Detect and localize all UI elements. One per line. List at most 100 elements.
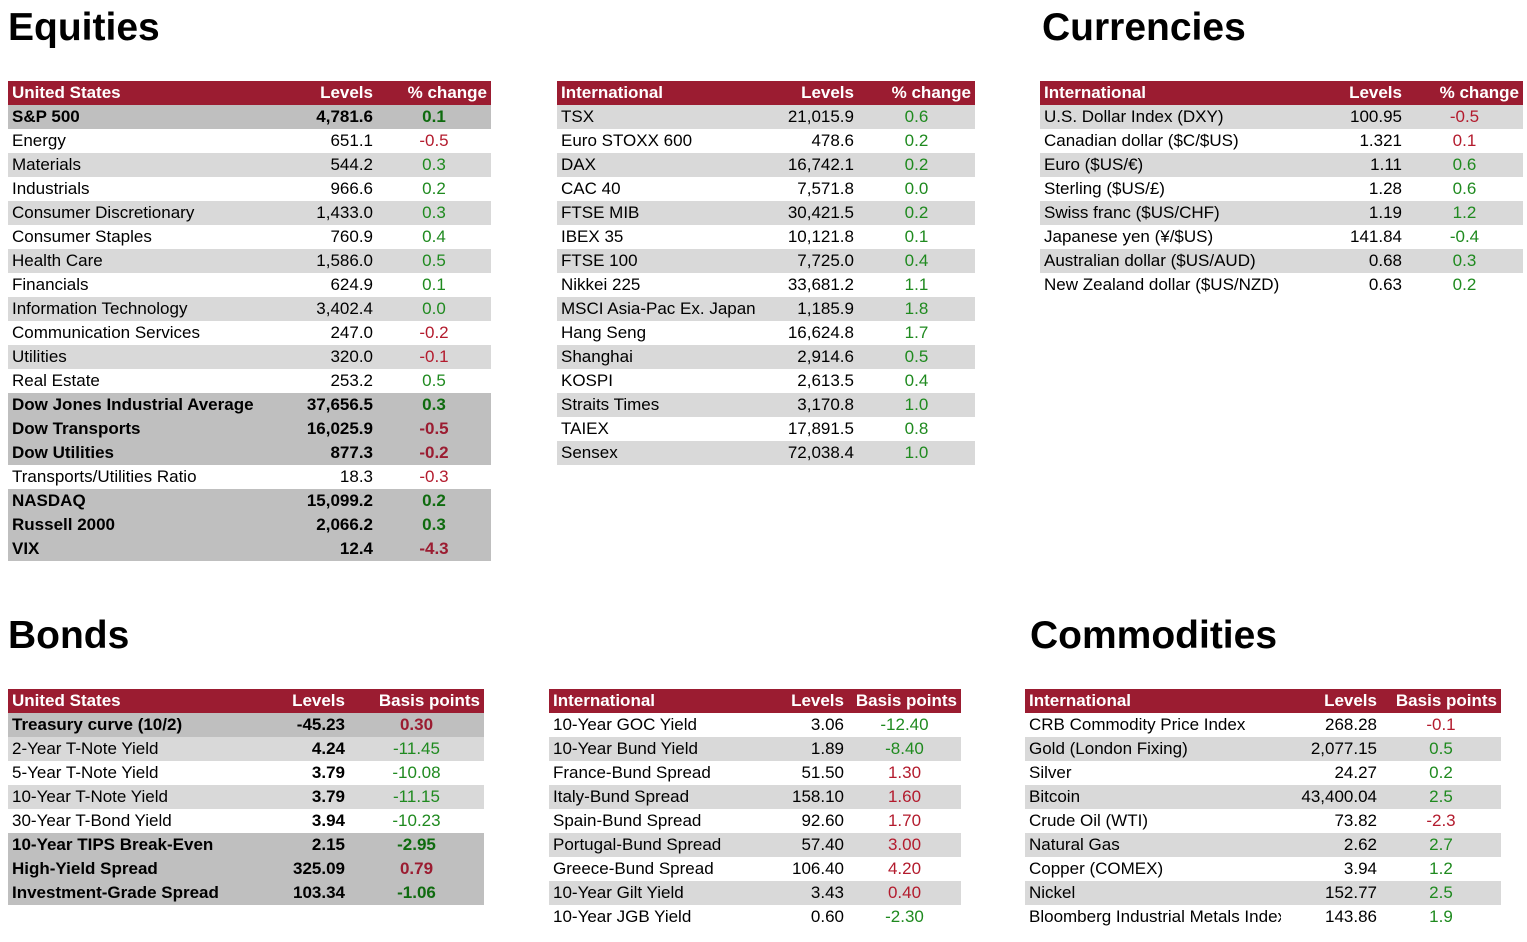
- table-row: 10-Year JGB Yield 0.60 -2.30: [549, 905, 961, 929]
- table-row: Consumer Discretionary 1,433.0 0.3: [8, 201, 491, 225]
- row-change: 0.3: [377, 153, 491, 177]
- row-level: 100.95: [1308, 105, 1406, 129]
- row-name: Transports/Utilities Ratio: [12, 467, 197, 486]
- table-row: Information Technology 3,402.4 0.0: [8, 297, 491, 321]
- row-change: 0.3: [377, 513, 491, 537]
- row-name: 10-Year JGB Yield: [553, 907, 692, 926]
- row-level: 320.0: [290, 345, 377, 369]
- row-change: -11.45: [349, 737, 484, 761]
- table-row: Crude Oil (WTI) 73.82 -2.3: [1025, 809, 1501, 833]
- row-level: 18.3: [339, 467, 373, 486]
- row-level: 3,402.4: [290, 297, 377, 321]
- table-row: Health Care 1,586.0 0.5: [8, 249, 491, 273]
- row-change: -10.08: [392, 763, 441, 782]
- row-level: 2,613.5: [797, 371, 854, 390]
- column-header-name: United States: [8, 81, 290, 105]
- row-name: Industrials: [12, 179, 90, 198]
- row-level: 2,914.6: [767, 345, 858, 369]
- row-name: Nickel: [1025, 881, 1281, 905]
- table-row: Japanese yen (¥/$US) 141.84 -0.4: [1040, 225, 1523, 249]
- row-level: 51.50: [801, 763, 844, 782]
- table-header-row: International Levels Basis points: [549, 689, 961, 713]
- column-header-name: International: [557, 81, 767, 105]
- row-change: -2.30: [885, 907, 924, 926]
- row-name: Bloomberg Industrial Metals Index: [1029, 907, 1281, 926]
- table-header-row: International Levels Basis points: [1025, 689, 1501, 713]
- row-name: Shanghai: [557, 345, 767, 369]
- row-level: 141.84: [1350, 227, 1402, 246]
- row-name: Dow Utilities: [8, 441, 290, 465]
- row-level: 268.28: [1325, 715, 1377, 734]
- table-row: Portugal-Bund Spread 57.40 3.00: [549, 833, 961, 857]
- table-row: Financials 624.9 0.1: [8, 273, 491, 297]
- row-name: Treasury curve (10/2): [8, 713, 283, 737]
- row-name: Natural Gas: [1025, 833, 1281, 857]
- row-change: 4.20: [887, 859, 922, 878]
- table-row: FTSE 100 7,725.0 0.4: [557, 249, 975, 273]
- row-level: 2,077.15: [1281, 737, 1381, 761]
- row-name: Straits Times: [557, 393, 767, 417]
- row-change: -0.5: [419, 131, 449, 150]
- row-level: 16,742.1: [767, 153, 858, 177]
- row-level: 30,421.5: [767, 201, 858, 225]
- row-change: 0.5: [377, 249, 491, 273]
- row-name: Japanese yen (¥/$US): [1044, 227, 1214, 246]
- row-name: Euro STOXX 600: [561, 131, 693, 150]
- currencies-table: International Levels% change U.S. Dollar I…: [1040, 81, 1523, 297]
- row-level: 1.11: [1308, 153, 1406, 177]
- table-row: Copper (COMEX) 3.94 1.2: [1025, 857, 1501, 881]
- table-row: Natural Gas 2.62 2.7: [1025, 833, 1501, 857]
- row-name: Bitcoin: [1025, 785, 1281, 809]
- column-header-name: International: [1025, 689, 1281, 713]
- row-level: 0.63: [1368, 275, 1402, 294]
- column-header-levels: Levels: [290, 81, 377, 105]
- table-row: Transports/Utilities Ratio 18.3 -0.3: [8, 465, 491, 489]
- column-header-change: Basis points: [349, 689, 484, 713]
- row-change: 1.2: [1406, 201, 1523, 225]
- table-row: Treasury curve (10/2) -45.23 0.30: [8, 713, 484, 737]
- row-name: 10-Year T-Note Yield: [8, 785, 283, 809]
- row-name: Russell 2000: [8, 513, 290, 537]
- row-name: 2-Year T-Note Yield: [8, 737, 283, 761]
- table-row: 10-Year Bund Yield 1.89 -8.40: [549, 737, 961, 761]
- row-level: 760.9: [330, 227, 373, 246]
- row-name: S&P 500: [8, 105, 290, 129]
- table-row: Gold (London Fixing) 2,077.15 0.5: [1025, 737, 1501, 761]
- row-change: -4.3: [377, 537, 491, 561]
- row-level: 247.0: [330, 323, 373, 342]
- table-row: TAIEX 17,891.5 0.8: [557, 417, 975, 441]
- row-change: 1.2: [1429, 859, 1453, 878]
- row-level: 57.40: [764, 833, 848, 857]
- row-change: 1.9: [1429, 907, 1453, 926]
- row-change: -0.2: [419, 323, 449, 342]
- row-level: 16,624.8: [787, 323, 854, 342]
- row-name: Portugal-Bund Spread: [549, 833, 764, 857]
- row-change: 0.4: [904, 371, 929, 390]
- row-name: 10-Year Gilt Yield: [549, 881, 764, 905]
- row-change: -11.15: [349, 785, 484, 809]
- table-row: Nickel 152.77 2.5: [1025, 881, 1501, 905]
- row-change: -0.5: [1406, 105, 1523, 129]
- row-change: 0.6: [1406, 153, 1523, 177]
- table-row: Bitcoin 43,400.04 2.5: [1025, 785, 1501, 809]
- row-change: 1.30: [887, 763, 922, 782]
- row-level: 1,433.0: [290, 201, 377, 225]
- table-row: Greece-Bund Spread 106.40 4.20: [549, 857, 961, 881]
- row-level: 72,038.4: [767, 441, 858, 465]
- table-row: 10-Year T-Note Yield 3.79 -11.15: [8, 785, 484, 809]
- us-bonds-table: United States Levels Basis points Treasury …: [8, 689, 484, 905]
- row-change: -0.2: [377, 441, 491, 465]
- table-row: Industrials 966.6 0.2: [8, 177, 491, 201]
- table-row: 10-Year TIPS Break-Even 2.15 -2.95: [8, 833, 484, 857]
- row-level: 4,781.6: [290, 105, 377, 129]
- row-level: 4.24: [283, 737, 349, 761]
- row-level: 73.82: [1334, 811, 1377, 830]
- row-change: 0.4: [858, 249, 975, 273]
- row-level: 1.19: [1308, 201, 1406, 225]
- row-name: TAIEX: [561, 419, 609, 438]
- row-level: 92.60: [801, 811, 844, 830]
- column-header-name: United States: [8, 689, 283, 713]
- row-name: 10-Year TIPS Break-Even: [8, 833, 283, 857]
- row-change: 0.1: [377, 105, 491, 129]
- commodities-heading: Commodities: [1030, 614, 1278, 657]
